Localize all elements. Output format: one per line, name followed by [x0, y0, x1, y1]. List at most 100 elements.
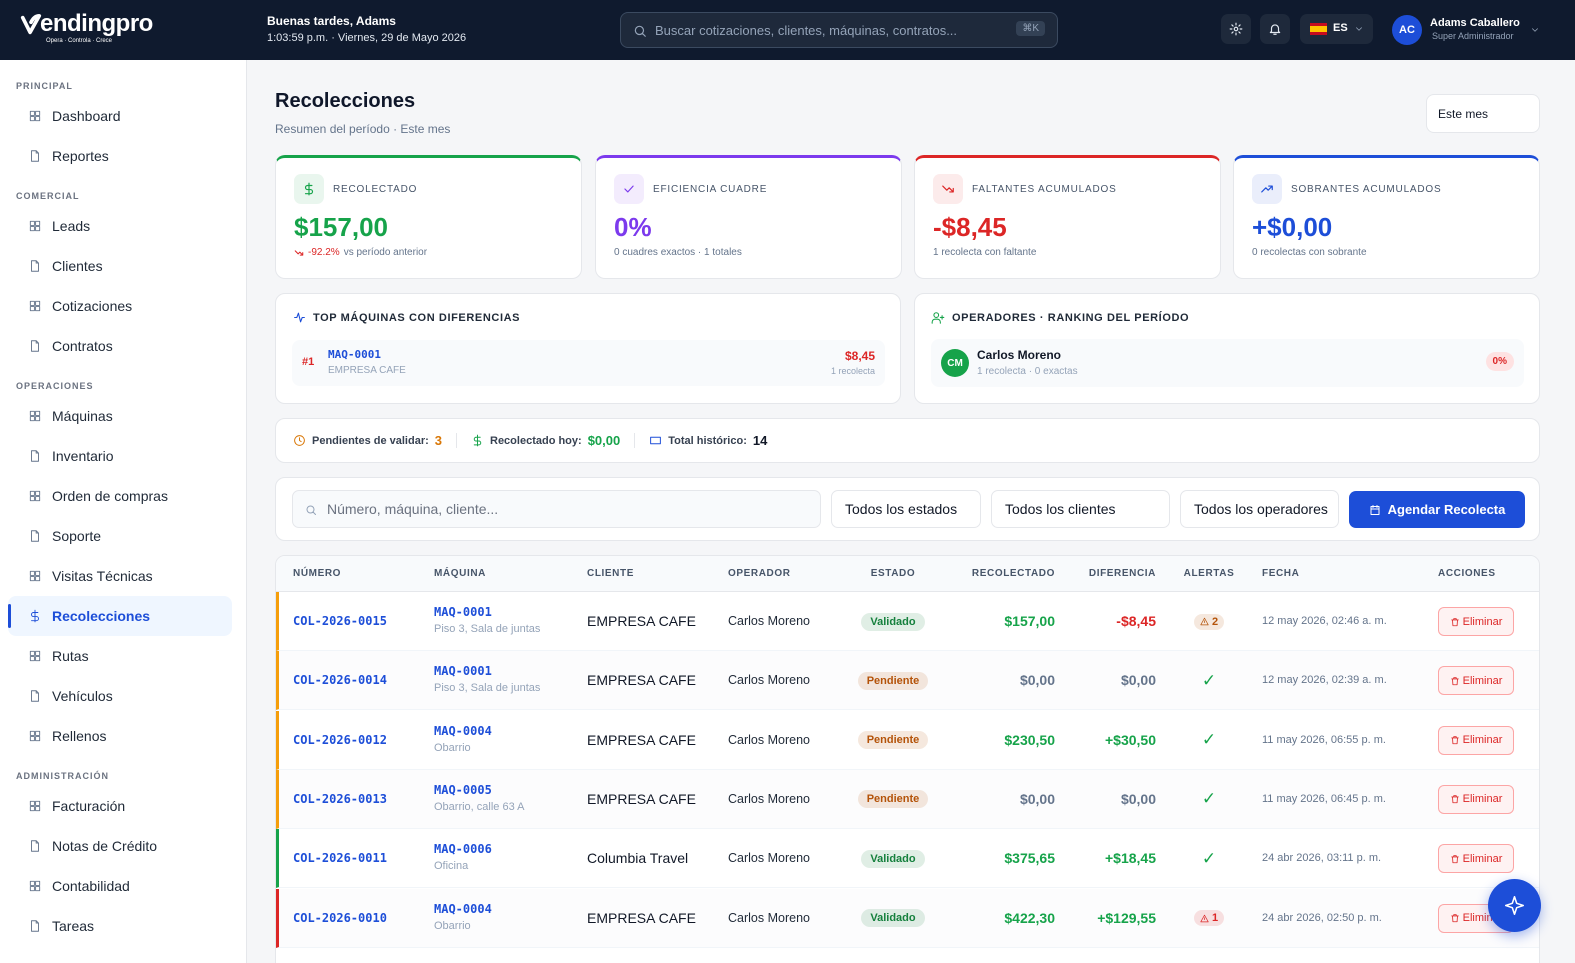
- machine-client: EMPRESA CAFE: [328, 365, 406, 376]
- icon-path: [29, 110, 41, 122]
- nav-item[interactable]: Máquinas: [0, 396, 246, 436]
- icon-path: [29, 570, 41, 582]
- kpi-label: RECOLECTADO: [333, 184, 418, 195]
- icon: [1450, 795, 1459, 804]
- difference: +$129,55: [1097, 909, 1156, 926]
- icon-path: [306, 505, 316, 515]
- status-cell: Validado: [833, 889, 953, 948]
- collected: $157,00: [1004, 613, 1055, 629]
- column-header: OPERADOR: [728, 568, 791, 579]
- shortcut: ⌘K: [1016, 21, 1045, 36]
- collection-number: COL-2026-0011: [293, 851, 387, 866]
- schedule-button[interactable]: Agendar Recolecta: [1349, 491, 1525, 528]
- collected: $422,30: [1004, 909, 1055, 926]
- icon-path: [29, 490, 41, 502]
- icon: [29, 110, 41, 122]
- nav-item[interactable]: Soporte: [0, 516, 246, 556]
- nav-item[interactable]: Rutas: [0, 636, 246, 676]
- icon: [1370, 504, 1380, 515]
- filter-search[interactable]: Número, máquina, cliente...: [292, 490, 821, 528]
- alert-cell: 2: [1179, 592, 1239, 651]
- machine-code: MAQ-0006: [434, 842, 492, 857]
- delete-button[interactable]: Eliminar: [1438, 666, 1514, 696]
- date: 12 may 2026, 02:46 a. m.: [1262, 615, 1387, 627]
- delete-label: Eliminar: [1462, 852, 1503, 865]
- nav-item[interactable]: Reportes: [0, 136, 246, 176]
- kpi-label: EFICIENCIA CUADRE: [653, 184, 768, 195]
- nav-item[interactable]: Clientes: [0, 246, 246, 286]
- nav-item[interactable]: Contabilidad: [0, 866, 246, 906]
- summary-item: Pendientes de validar: 3: [293, 433, 457, 448]
- operator: Carlos Moreno: [728, 732, 810, 747]
- nav-item[interactable]: Tareas: [0, 906, 246, 946]
- nav-item[interactable]: Contratos: [0, 326, 246, 366]
- nav-item[interactable]: Facturación: [0, 786, 246, 826]
- icon: [29, 490, 41, 502]
- kpi-value: 0%: [614, 212, 652, 242]
- icon-path: [1200, 617, 1209, 626]
- delete-button[interactable]: Eliminar: [1438, 607, 1514, 636]
- collections-table: NÚMERO MÁQUINA CLIENTE OPERADOR ESTADO RECOLE…: [275, 555, 1540, 963]
- difference: $0,00: [1120, 790, 1156, 807]
- nav-item[interactable]: Leads: [0, 206, 246, 246]
- notifications-button[interactable]: [1260, 14, 1290, 44]
- icon-path: [1356, 27, 1362, 31]
- nav-label: Visitas Técnicas: [52, 568, 153, 584]
- column-header: ACCIONES: [1438, 568, 1496, 579]
- nav-label: Facturación: [52, 798, 126, 814]
- period-select[interactable]: Este mes: [1426, 94, 1540, 133]
- alert-ok: ✓: [1201, 789, 1217, 809]
- icon-path: [31, 150, 39, 162]
- global-search[interactable]: Buscar cotizaciones, clientes, máquinas,…: [620, 12, 1058, 48]
- nav-label: Recolecciones: [52, 608, 151, 624]
- sidebar: PRINCIPAL Dashboard Reportes COMERCIAL Leads…: [0, 60, 247, 963]
- nav-item[interactable]: Dashboard: [0, 96, 246, 136]
- avatar: AC: [1392, 15, 1422, 45]
- nav-item[interactable]: Recolecciones: [0, 596, 246, 636]
- machine-code: MAQ-0001: [434, 664, 492, 679]
- nav-item[interactable]: Visitas Técnicas: [0, 556, 246, 596]
- alert-cell: 1: [1179, 889, 1239, 948]
- icon-path: [1504, 895, 1525, 916]
- alert-cell: ✓: [1179, 770, 1239, 829]
- icon: [473, 434, 482, 447]
- client: EMPRESA CAFE: [587, 790, 696, 807]
- icon-path: [31, 260, 39, 272]
- collection-number: COL-2026-0010: [293, 910, 387, 925]
- nav-item[interactable]: Orden de compras: [0, 476, 246, 516]
- icon-path: [1450, 854, 1459, 863]
- delete-button[interactable]: Eliminar: [1438, 725, 1514, 755]
- icon-path: [624, 185, 634, 193]
- status-cell: Validado: [833, 829, 953, 888]
- delete-label: Eliminar: [1462, 674, 1503, 687]
- icon-path: [29, 730, 41, 742]
- page-title: Recolecciones: [275, 90, 416, 112]
- kpi-value: -$8,45: [933, 212, 1007, 242]
- user-menu[interactable]: AC Adams Caballero Super Administrador: [1392, 13, 1542, 47]
- icon-path: [1229, 22, 1243, 36]
- icon-path: [1261, 185, 1273, 193]
- delete-button[interactable]: Eliminar: [1438, 784, 1514, 814]
- nav-item[interactable]: Inventario: [0, 436, 246, 476]
- icon: [1269, 24, 1281, 35]
- filter-select[interactable]: Todos los clientes: [991, 490, 1170, 528]
- nav-item[interactable]: Rellenos: [0, 716, 246, 756]
- table-row: COL-2026-0015 MAQ-0001 Piso 3, Sala de jun…: [276, 592, 1539, 651]
- assistant-button[interactable]: [1488, 879, 1541, 932]
- icon-path: [304, 182, 314, 196]
- settings-button[interactable]: [1221, 14, 1251, 44]
- filter-select[interactable]: Todos los estados: [831, 490, 981, 528]
- column-header: RECOLECTADO: [971, 568, 1055, 579]
- column-header: CLIENTE: [587, 568, 634, 579]
- icon-path: [29, 300, 41, 312]
- nav-item[interactable]: Cotizaciones: [0, 286, 246, 326]
- delete-label: Eliminar: [1462, 734, 1503, 747]
- icon: [650, 436, 662, 445]
- delete-button[interactable]: Eliminar: [1438, 844, 1514, 874]
- filter-select[interactable]: Todos los operadores: [1180, 490, 1339, 528]
- operator-pct: 0%: [1485, 352, 1514, 371]
- icon-path: [31, 340, 39, 352]
- nav-item[interactable]: Notas de Crédito: [0, 826, 246, 866]
- nav-item[interactable]: Vehículos: [0, 676, 246, 716]
- language-button[interactable]: ES: [1300, 14, 1373, 44]
